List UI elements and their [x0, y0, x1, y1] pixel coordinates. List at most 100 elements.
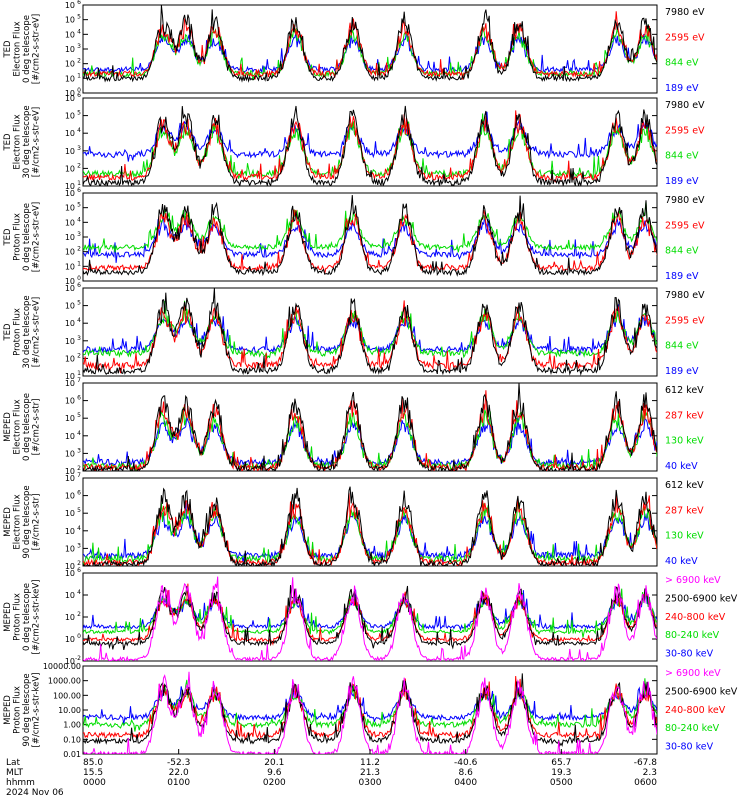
y-axis-label-line: MEPED: [3, 507, 13, 537]
legend-entry: 30-80 keV: [665, 742, 714, 753]
y-tick-label: 10: [65, 45, 75, 54]
y-axis-label-line: 0 deg telescope: [22, 15, 32, 83]
legend-entry: 612 keV: [665, 385, 704, 396]
y-tick-label: 10: [65, 284, 75, 293]
legend-entry: 2595 eV: [665, 125, 705, 136]
y-axis-label: TEDProton Flux0 deg telescope[#/cm2-s-st…: [3, 202, 42, 272]
y-axis-label-line: 0 deg telescope: [22, 393, 32, 461]
y-tick-label: 100.00: [53, 691, 81, 700]
y-tick-label: 10: [65, 302, 75, 311]
y-axis-label: TEDElectron Flux0 deg telescope[#/cm2-s-…: [3, 14, 42, 84]
series-line: [83, 201, 657, 254]
x-tick-mlt: 19.3: [551, 768, 571, 778]
y-axis-label: MEPEDElectron Flux90 deg telescope[#/cm2…: [3, 485, 42, 558]
x-tick-mlt: 21.3: [360, 768, 380, 778]
series-line: [83, 111, 657, 162]
y-tick-label: 10: [65, 89, 75, 98]
y-axis-label-line: Electron Flux: [13, 399, 23, 454]
series-line: [83, 304, 657, 356]
y-tick-label: 10: [65, 112, 75, 121]
y-tick-label: 1000.00: [48, 677, 81, 686]
y-tick-exp: 3: [77, 43, 81, 50]
legend-entry: > 6900 keV: [665, 668, 721, 679]
y-tick-exp: 1: [77, 180, 81, 187]
x-tick-hhmm: 0400: [454, 778, 477, 788]
panel-frame: [82, 4, 658, 94]
legend-entry: 844 eV: [665, 246, 699, 257]
y-tick-label: 10: [65, 467, 75, 476]
legend-entry: 844 eV: [665, 341, 699, 352]
y-tick-label: 10: [65, 74, 75, 83]
y-tick-label: 10: [65, 30, 75, 39]
y-tick-label: 1.00: [63, 721, 81, 730]
series-line: [83, 214, 657, 263]
legend-entry: 2500-6900 keV: [665, 593, 738, 604]
series-line: [83, 502, 657, 563]
series-line: [83, 383, 657, 471]
x-tick-lat: 11.2: [360, 758, 380, 768]
legend-entry: 844 eV: [665, 58, 699, 69]
y-tick-label: 10: [65, 218, 75, 227]
y-tick-exp: 6: [77, 395, 81, 402]
y-tick-exp: 5: [77, 14, 81, 21]
y-tick-exp: 4: [77, 430, 81, 437]
y-tick-exp: 3: [77, 231, 81, 238]
y-tick-exp: 3: [77, 145, 81, 152]
y-tick-exp: 5: [77, 507, 81, 514]
y-tick-label: 10: [65, 16, 75, 25]
y-tick-exp: 2: [77, 352, 81, 359]
y-axis-label-line: TED: [3, 228, 13, 247]
y-tick-exp: 6: [77, 490, 81, 497]
legend-entry: 189 eV: [665, 176, 699, 187]
legend-entry: 189 eV: [665, 271, 699, 282]
legend-entry: 40 keV: [665, 461, 698, 472]
y-axis-label-line: TED: [3, 40, 13, 59]
y-tick-exp: 2: [77, 465, 81, 472]
y-tick-exp: 3: [77, 542, 81, 549]
y-axis-label: MEPEDElectron Flux0 deg telescope[#/cm2-…: [3, 393, 42, 461]
panel-frame: [82, 382, 658, 472]
y-tick-label: 10: [65, 60, 75, 69]
y-tick-label: 10: [65, 569, 75, 578]
y-tick-exp: 6: [77, 282, 81, 289]
y-tick-exp: 1: [77, 260, 81, 267]
y-tick-label: 10: [65, 372, 75, 381]
y-tick-exp: 4: [77, 28, 81, 35]
y-axis-label-line: 0 deg telescope: [22, 583, 32, 651]
legend-entry: 40 keV: [665, 556, 698, 567]
x-tick-mlt: 8.6: [459, 768, 474, 778]
y-tick-label: 10: [65, 354, 75, 363]
legend-entry: 2595 eV: [665, 315, 705, 326]
y-axis-label-line: [#/cm2-s-str]: [32, 399, 42, 456]
series-traces: [83, 5, 657, 83]
y-tick-label: 10: [65, 544, 75, 553]
y-tick-exp: 5: [77, 300, 81, 307]
legend-entry: 2500-6900 keV: [665, 686, 738, 697]
y-axis-label: TEDElectron Flux30 deg telescope[#/cm2-s…: [3, 105, 42, 178]
series-traces: [83, 288, 657, 376]
y-tick-exp: 2: [77, 246, 81, 253]
x-tick-lat: -67.8: [634, 758, 658, 768]
y-tick-label: 10: [65, 337, 75, 346]
y-tick-label: 10: [65, 591, 75, 600]
y-axis-label-line: Proton Flux: [13, 686, 23, 734]
legend-entry: 2595 eV: [665, 220, 705, 231]
series-traces: [83, 195, 657, 277]
panel-frame: [82, 287, 658, 377]
y-axis-label-line: 90 deg telescope: [22, 485, 32, 558]
y-axis-label-line: 90 deg telescope: [22, 673, 32, 746]
y-tick-label: 10: [65, 248, 75, 257]
y-tick-label: 10: [65, 204, 75, 213]
legend-entry: 240-800 keV: [665, 705, 726, 716]
x-tick-lat: 65.7: [551, 758, 571, 768]
y-axis-label-line: 0 deg telescope: [22, 203, 32, 271]
y-tick-label: 10: [65, 509, 75, 518]
y-tick-label: 10: [65, 635, 75, 644]
y-tick-exp: 4: [77, 216, 81, 223]
x-tick-hhmm: 0500: [550, 778, 573, 788]
y-tick-label: 10: [65, 474, 75, 483]
y-tick-exp: 4: [77, 525, 81, 532]
